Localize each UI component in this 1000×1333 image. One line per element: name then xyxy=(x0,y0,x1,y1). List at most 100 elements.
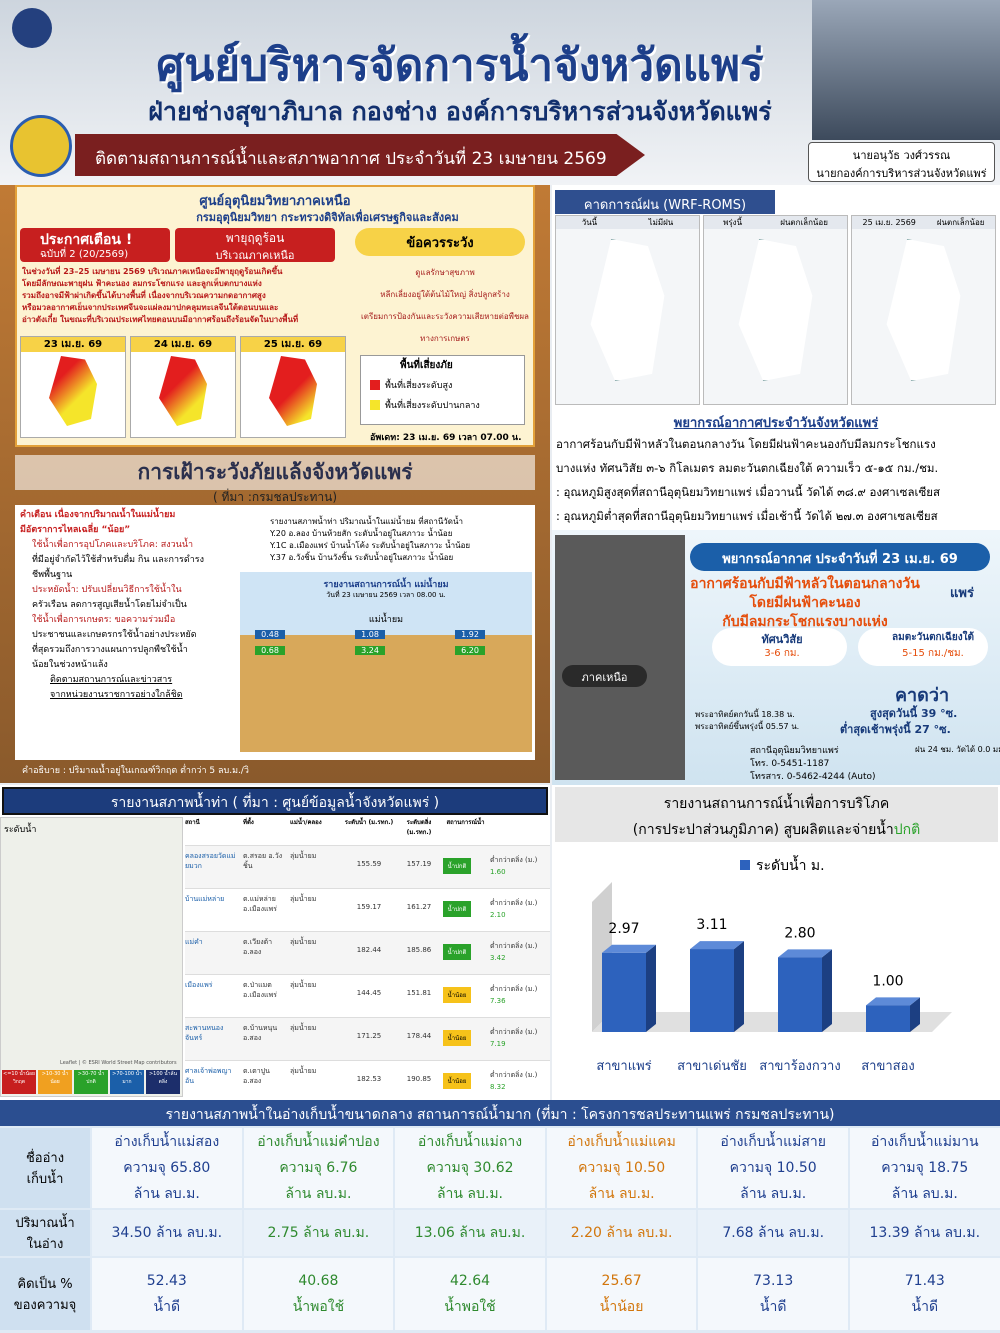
cell: บ้านแม่หล่าย xyxy=(185,895,225,903)
drought-title: การเฝ้าระวังภัยแล้งจังหวัดแพร่ xyxy=(137,460,413,484)
status: น้ำปกติ xyxy=(443,901,471,917)
tel: โทร. 0-5451-1187 xyxy=(750,759,830,769)
office: สถานีอุตุนิยมวิทยาแพร่ xyxy=(750,746,839,756)
status: น้ำปกติ xyxy=(443,858,471,874)
name: อ่างเก็บน้ำแม่มาน xyxy=(870,1134,979,1150)
unit: ล้าน ลบ.ม. xyxy=(133,1186,200,1202)
value-label: 2.80 xyxy=(784,925,815,941)
legend-item: >100 น้ำล้นตลิ่ง xyxy=(146,1070,180,1094)
cell: ต.แม่หล่าย อ.เมืองแพร่ xyxy=(243,895,277,913)
cell: ต่ำกว่าตลิ่ง (ม.) xyxy=(490,985,538,993)
name: อ่างเก็บน้ำแม่แคม xyxy=(567,1134,676,1150)
date: 24 เม.ย. 69 xyxy=(131,337,235,352)
warning-line: มีอัตราการไหลเฉลี่ย “น้อย” xyxy=(20,525,131,535)
cell: 7.19 xyxy=(490,1040,506,1048)
value-label: 2.97 xyxy=(608,921,639,937)
river-title-box xyxy=(2,787,548,815)
legend-item: >10-30 น้ำน้อย xyxy=(38,1070,72,1094)
table-header: ที่ตั้ง xyxy=(243,819,254,826)
cell: 8.32 xyxy=(490,1083,506,1091)
date: 23 เม.ย. 69 xyxy=(21,337,125,352)
cell: 2.20 ล้าน ลบ.ม. xyxy=(546,1210,697,1256)
x-tick-label: สาขาเด่นชัย xyxy=(677,1059,747,1074)
body-line: รวมถึงอาจมีฟ้าผ่าเกิดขึ้นได้บางพื้นที่ เ… xyxy=(22,291,266,300)
bar xyxy=(866,1005,910,1032)
legend-item: <=10 น้ำน้อยวิกฤต xyxy=(2,1070,36,1094)
cell: ลุ่มน้ำยม xyxy=(290,981,317,989)
report-line: Y.1C อ.เมืองแพร่ บ้านน้ำโค้ง ระดับน้ำอยู… xyxy=(270,541,471,550)
row-label-line: เก็บน้ำ xyxy=(26,1172,64,1187)
cell: 2.75 ล้าน ลบ.ม. xyxy=(243,1210,394,1256)
cell: 185.86 xyxy=(406,946,432,954)
region-map xyxy=(555,535,685,780)
row-label-line: ชื่ออ่าง xyxy=(25,1151,65,1166)
department: กรมอุตุนิยมวิทยา กระทรวงดิจิทัลเพื่อเศรษ… xyxy=(196,211,459,224)
unit: ล้าน ลบ.ม. xyxy=(285,1186,352,1202)
value-label: 3.11 xyxy=(696,917,727,933)
card-title-box xyxy=(690,543,990,571)
bar-side xyxy=(646,944,656,1032)
legend-swatch xyxy=(370,400,380,410)
map-label: วันนี้ xyxy=(581,218,598,227)
cell: 190.85 xyxy=(406,1075,432,1083)
river-title: รายงานสภาพน้ำท่า ( ที่มา : ศูนย์ข้อมูลน้… xyxy=(110,795,440,811)
cell: ต.เวียงต้า อ.ลอง xyxy=(243,938,273,956)
map-label: ฝนตกเล็กน้อย xyxy=(936,218,985,227)
follow-line: ติดตามสถานการณ์และข่าวสาร xyxy=(50,675,173,685)
person-name: นายอนุวัธ วงศ์วรรณ xyxy=(852,149,951,162)
percent: 42.64 xyxy=(449,1273,491,1289)
cell: 3.42 xyxy=(490,954,506,962)
status: น้ำดี xyxy=(759,1299,787,1315)
bullet-line: ใช้น้ำเพื่อการอุปโภคและบริโภค: สงวนน้ำ xyxy=(32,540,194,550)
map-label: พรุ่งนี้ xyxy=(723,218,743,227)
row-label-line: ปริมาณน้ำ xyxy=(15,1216,75,1231)
headline-line: กับมีลมกระโชกแรงบางแห่ง xyxy=(722,614,888,630)
rain-map: วันนี้ ไม่มีฝน xyxy=(555,215,700,405)
cell: 52.43 น้ำดี xyxy=(92,1258,242,1330)
row-label: ชื่ออ่างเก็บน้ำ xyxy=(0,1128,90,1208)
bar-top xyxy=(690,941,744,950)
report-line: Y.37 อ.วังชิ้น บ้านวังชิ้น ระดับน้ำอยู่ใ… xyxy=(270,553,454,562)
cell: ลุ่มน้ำยม xyxy=(290,1067,317,1075)
volume: 13.06 ล้าน ลบ.ม. xyxy=(414,1225,526,1241)
cell: 178.44 xyxy=(406,1032,432,1040)
row-bg xyxy=(185,931,550,974)
table-header: สถานี xyxy=(185,819,200,826)
cell: เมืองแพร่ xyxy=(185,981,213,989)
status: น้ำน้อย xyxy=(443,1030,471,1046)
forecast-panel xyxy=(552,405,1000,530)
logo xyxy=(12,8,52,48)
status: น้ำน้อย xyxy=(443,987,471,1003)
cell: คลองสรอยวัดแม่ยมวก xyxy=(185,852,236,870)
cell: 71.43 น้ำดี xyxy=(850,1258,1000,1330)
gauge-value: 3.24 xyxy=(355,646,385,655)
volume: 7.68 ล้าน ลบ.ม. xyxy=(722,1225,825,1241)
cell: 2.10 xyxy=(490,911,506,919)
tip: หลีกเลี่ยงอยู่ใต้ต้นไม้ใหญ่ สิ่งปลูกสร้า… xyxy=(380,290,510,299)
cell: ลุ่มน้ำยม xyxy=(290,1024,317,1032)
expect: คาดว่า xyxy=(895,685,950,706)
river-label: แม่น้ำยม xyxy=(368,615,404,625)
x-tick-label: สาขาสอง xyxy=(861,1059,915,1074)
drought-band xyxy=(15,455,535,490)
tip: เตรียมการป้องกันและระวังความเสียหายต่อพื… xyxy=(361,312,529,343)
legend-label: ระดับน้ำ ม. xyxy=(756,855,825,874)
report-date: วันที่ 23 เมษายน 2569 เวลา 08.00 น. xyxy=(326,591,446,599)
cell: 42.64 น้ำพอใช้ xyxy=(395,1258,545,1330)
name: อ่างเก็บน้ำแม่คำปอง xyxy=(257,1134,380,1150)
gauge-value: 0.68 xyxy=(255,646,285,655)
cell: 1.60 xyxy=(490,868,506,876)
cell: อ่างเก็บน้ำแม่ถาง ความจุ 30.62 ล้าน ลบ.ม. xyxy=(395,1128,545,1208)
bar-side xyxy=(822,949,832,1032)
status: น้ำปกติ xyxy=(443,944,471,960)
map-label: 25 เม.ย. 2569 xyxy=(862,218,916,227)
volume: 13.39 ล้าน ลบ.ม. xyxy=(869,1225,981,1241)
rain-title: คาดการณ์ฝน (WRF-ROMS) xyxy=(583,198,747,213)
wind: 5-15 กม./ชม. xyxy=(902,648,964,659)
cell: อ่างเก็บน้ำแม่สาย ความจุ 10.50 ล้าน ลบ.ม. xyxy=(698,1128,848,1208)
map-label: ไม่มีฝน xyxy=(648,218,674,227)
cell: ต่ำกว่าตลิ่ง (ม.) xyxy=(490,856,538,864)
cell: ลุ่มน้ำยม xyxy=(290,852,317,860)
cell: 25.67 น้ำน้อย xyxy=(546,1258,697,1330)
table-header: แม่น้ำ/คลอง xyxy=(290,819,322,826)
